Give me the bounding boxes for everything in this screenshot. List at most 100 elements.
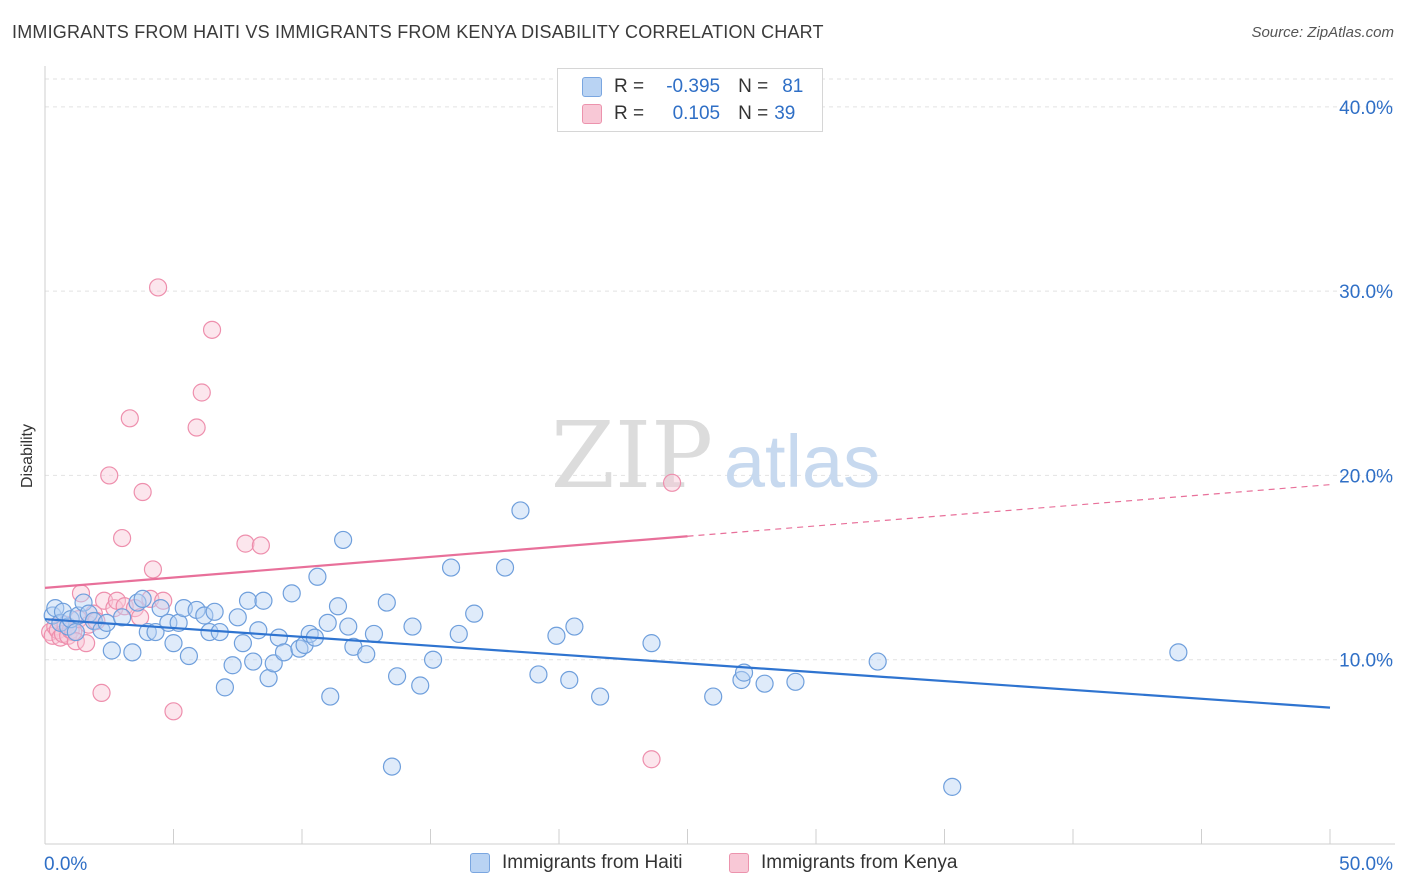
haiti-point [205,602,224,621]
legend-n-value: 81 [782,76,804,97]
haiti-point [228,608,247,627]
kenya-point [120,409,139,428]
watermark: ZIP atlas [551,402,880,509]
haiti-point [66,622,85,642]
legend-r-label: R = [614,103,645,124]
bottom-legend-kenya: Immigrants from Kenya [729,852,957,874]
haiti-point [244,652,263,671]
x-tick-label: 50.0% [1339,854,1393,875]
haiti-point [151,599,170,618]
haiti-point [321,687,340,706]
kenya-point [148,278,168,297]
series-haiti-points [43,501,1188,796]
kenya-point [100,466,119,485]
haiti-point [238,591,258,610]
haiti-point [565,617,584,636]
haiti-point [334,530,353,550]
haiti-point [560,670,579,690]
kenya-point [202,320,222,339]
haiti-point [1169,643,1188,662]
haiti-point [755,674,774,693]
axes [44,66,1395,845]
haiti-point [249,621,268,640]
haiti-point [786,672,805,691]
haiti-point [138,622,157,642]
haiti-point [441,558,461,577]
haiti-point [254,591,273,610]
haiti-point [423,650,443,669]
kenya-point [662,473,682,492]
haiti-point [215,678,234,697]
legend-r-value: 0.105 [672,103,721,124]
haiti-point [282,584,301,603]
haiti-point [704,687,723,706]
kenya-point [143,560,163,579]
legend-n-value: 39 [774,103,796,124]
kenya-point [112,528,132,548]
kenya-point [192,383,211,402]
bottom-legend-swatch-kenya [729,853,749,873]
haiti-trend-line [44,618,1331,709]
stats-legend: R = -0.395 N = 81 R = 0.105 N = 39 [557,68,823,132]
haiti-point [233,634,252,653]
haiti-point [223,656,242,675]
haiti-point [328,597,348,616]
haiti-point [102,641,121,660]
haiti-point [403,617,422,636]
haiti-point [357,645,376,664]
legend-swatch-haiti [582,77,602,97]
kenya-point [164,702,183,721]
haiti-point [274,643,294,662]
haiti-point [732,670,751,690]
bottom-legend-label-haiti: Immigrants from Haiti [502,852,683,873]
bottom-legend-swatch-haiti [470,853,490,873]
kenya-point [187,418,206,437]
kenya-point [92,683,111,702]
trend-lines [44,484,1331,709]
bottom-legend-haiti: Immigrants from Haiti [470,852,683,874]
haiti-point [364,624,384,644]
watermark-zip: ZIP [551,402,713,509]
kenya-point [154,591,173,610]
haiti-point [511,501,530,520]
watermark-atlas: atlas [724,420,880,503]
legend-r-value: -0.395 [666,76,721,97]
haiti-point [591,687,610,706]
haiti-point [377,593,396,612]
haiti-point [529,665,548,684]
haiti-point [133,589,152,609]
kenya-point [95,591,114,610]
haiti-point [308,567,327,586]
source-label: Source: ZipAtlas.com [1251,24,1394,41]
kenya-point [236,534,255,553]
y-tick-label: 30.0% [1339,282,1393,303]
haiti-point [411,676,430,695]
haiti-point [339,617,358,636]
y-tick-label: 40.0% [1339,98,1393,119]
tick-labels: 10.0% 20.0% 30.0% 40.0% 0.0% 50.0% [44,98,1393,875]
legend-n-label: N = [738,103,769,124]
kenya-trend-line-dashed [687,484,1331,537]
legend-swatch-kenya [582,104,602,124]
haiti-point [74,593,93,612]
chart-title: IMMIGRANTS FROM HAITI VS IMMIGRANTS FROM… [12,22,824,42]
haiti-point [943,777,962,796]
legend-n-label: N = [738,76,769,97]
haiti-point [318,613,337,632]
bottom-legend-label-kenya: Immigrants from Kenya [761,852,958,873]
haiti-point [465,604,484,623]
x-tick-label: 0.0% [44,854,87,875]
series-kenya-points [41,278,682,769]
haiti-point [382,757,402,776]
haiti-point [449,624,468,644]
haiti-point [387,667,407,686]
haiti-point [195,606,214,625]
y-tick-label: 10.0% [1339,651,1393,672]
kenya-point [133,482,152,502]
haiti-point [112,608,132,627]
kenya-point [642,750,661,769]
haiti-point [868,652,887,671]
legend-row-haiti: R = -0.395 N = 81 [582,75,803,99]
legend-r-label: R = [614,76,645,97]
